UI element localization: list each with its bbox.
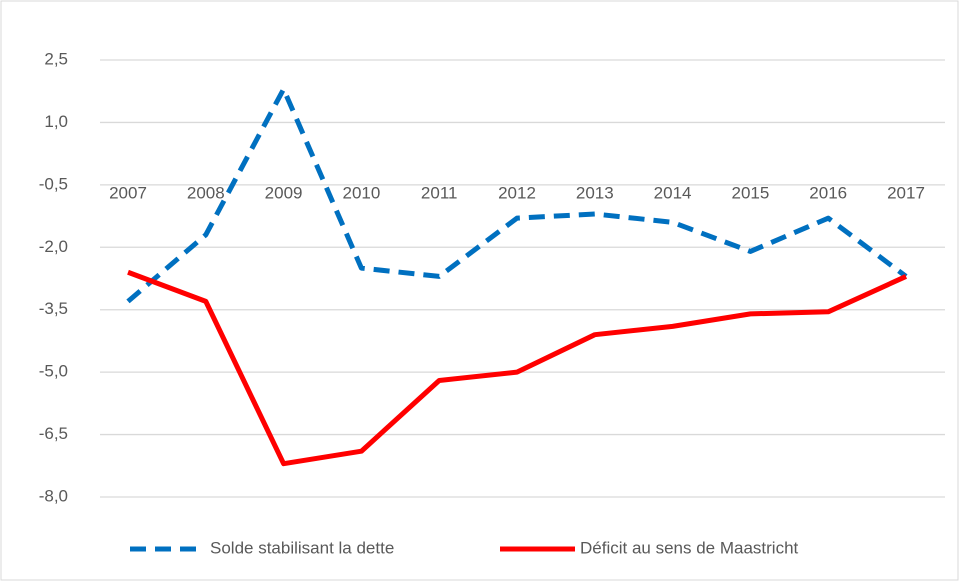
x-tick-label: 2017 (887, 184, 925, 203)
x-tick-label: 2011 (421, 184, 458, 203)
x-tick-label: 2014 (654, 184, 692, 203)
series-line (127, 269, 908, 467)
y-tick-label: -3,5 (39, 299, 68, 318)
y-tick-label: -5,0 (39, 362, 68, 381)
x-tick-label: 2010 (342, 184, 380, 203)
x-tick-label: 2016 (809, 184, 847, 203)
y-tick-label: 2,5 (44, 49, 68, 68)
legend-label: Déficit au sens de Maastricht (580, 538, 799, 557)
series-line (126, 86, 908, 304)
y-tick-label: -6,5 (39, 424, 68, 443)
legend-label: Solde stabilisant la dette (210, 538, 394, 557)
x-tick-label: 2009 (265, 184, 303, 203)
y-tick-label: 1,0 (44, 112, 68, 131)
x-tick-label: 2012 (498, 184, 536, 203)
x-tick-label: 2008 (187, 184, 225, 203)
x-tick-label: 2007 (109, 184, 147, 203)
y-tick-label: -0,5 (39, 174, 68, 193)
y-tick-label: -8,0 (39, 486, 68, 505)
x-tick-label: 2015 (731, 184, 769, 203)
y-tick-label: -2,0 (39, 237, 68, 256)
x-tick-label: 2013 (576, 184, 614, 203)
